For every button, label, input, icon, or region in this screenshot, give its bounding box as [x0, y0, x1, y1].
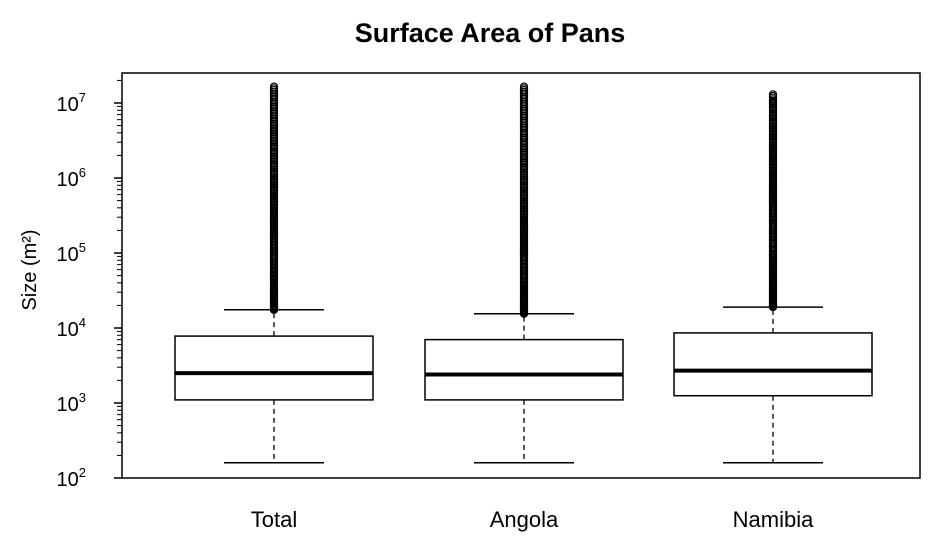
- y-tick-exponent: 2: [79, 465, 86, 480]
- y-tick-exponent: 3: [79, 390, 86, 405]
- x-tick-label: Angola: [490, 507, 559, 532]
- y-tick-label: 105: [57, 240, 86, 266]
- y-tick-label: 102: [57, 465, 86, 491]
- outlier-points: [269, 82, 279, 314]
- y-tick-exponent: 4: [79, 315, 86, 330]
- outlier-point: [768, 90, 778, 99]
- outlier-point: [519, 82, 529, 91]
- chart-title: Surface Area of Pans: [355, 18, 626, 48]
- box-total: [174, 82, 374, 464]
- y-tick-exponent: 5: [79, 240, 86, 255]
- y-tick-base: 10: [57, 469, 79, 491]
- iqr-box: [174, 335, 374, 401]
- iqr-box: [673, 332, 873, 397]
- y-tick-base: 10: [57, 94, 79, 116]
- y-tick-label: 106: [57, 165, 86, 191]
- y-tick-base: 10: [57, 319, 79, 341]
- y-tick-exponent: 6: [79, 165, 86, 180]
- y-tick-label: 103: [57, 390, 86, 416]
- box-namibia: [673, 90, 873, 464]
- y-tick-base: 10: [57, 169, 79, 191]
- box-angola: [424, 82, 624, 464]
- y-tick-base: 10: [57, 244, 79, 266]
- outlier-points: [768, 90, 778, 312]
- iqr-box: [424, 338, 624, 401]
- y-tick-label: 107: [57, 90, 86, 116]
- y-axis-label: Size (m²): [19, 229, 41, 310]
- x-tick-label: Total: [251, 507, 297, 532]
- y-tick-exponent: 7: [79, 90, 86, 105]
- y-tick-base: 10: [57, 394, 79, 416]
- x-tick-label: Namibia: [733, 507, 814, 532]
- outlier-point: [269, 82, 279, 91]
- box-group: [174, 82, 873, 464]
- outlier-points: [519, 82, 529, 318]
- x-axis-labels: Total Angola Namibia: [251, 507, 814, 532]
- y-tick-label: 104: [57, 315, 86, 341]
